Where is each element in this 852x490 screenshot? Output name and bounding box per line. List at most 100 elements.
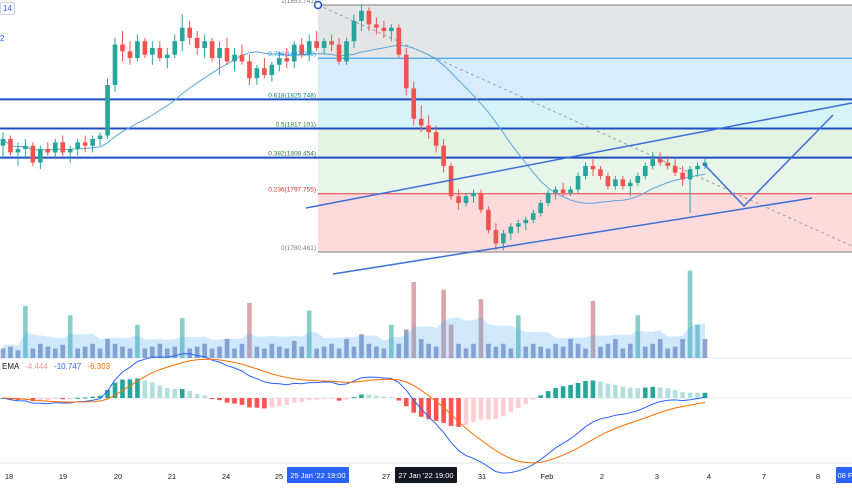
macd-histogram-bar	[164, 388, 170, 398]
time-axis-badge	[395, 467, 457, 483]
volume-bar	[120, 346, 125, 358]
time-axis-label: 31	[478, 472, 486, 481]
volume-bar	[523, 346, 529, 358]
macd-histogram-bar	[501, 398, 506, 417]
candle-body	[359, 10, 364, 21]
volume-bar	[628, 343, 633, 358]
volume-bar	[486, 343, 491, 358]
macd-histogram-bar	[112, 382, 118, 398]
volume-bar	[635, 315, 641, 358]
volume-bar	[463, 348, 469, 358]
volume-bar	[209, 348, 215, 358]
symbol-fragment: 14	[3, 4, 12, 13]
candle-body	[642, 165, 648, 177]
volume-bar	[568, 339, 573, 358]
volume-bar	[575, 343, 581, 358]
fib-level-label: 0.236(1797.755)	[268, 187, 316, 194]
trend-drawings[interactable]	[305, 102, 852, 275]
macd-histogram-bar	[321, 398, 327, 399]
macd-pane	[0, 353, 852, 474]
volume-bar	[306, 310, 312, 358]
macd-histogram-bar	[38, 398, 43, 401]
volume-bar	[411, 282, 417, 358]
volume-bar	[560, 346, 566, 358]
candle-body	[142, 41, 148, 55]
volume-bar	[314, 348, 319, 358]
volume-bar	[142, 348, 148, 358]
time-axis-label: 08 F	[837, 471, 852, 480]
volume-bar	[657, 339, 663, 358]
candle-body	[538, 202, 544, 214]
volume-bar	[52, 348, 58, 358]
candle-body	[672, 165, 678, 173]
candle-body	[105, 85, 110, 136]
candle-body	[120, 44, 125, 52]
macd-histogram-bar	[344, 398, 349, 400]
time-axis-label: 8	[816, 472, 820, 481]
time-axis-badge	[287, 467, 349, 483]
support-resistance-lines[interactable]	[0, 98, 852, 159]
candle-body	[441, 145, 446, 166]
volume-bar	[545, 348, 551, 358]
volume-bar	[30, 348, 36, 358]
macd-histogram-bar	[97, 395, 103, 398]
macd-histogram-bar	[232, 398, 237, 404]
candle-body	[299, 44, 305, 55]
macd-histogram-bar	[351, 397, 357, 399]
candle-body	[247, 61, 252, 79]
candle-body	[680, 172, 685, 180]
volume-bar	[67, 315, 73, 358]
fib-level-label: 0.618(1825.748)	[268, 92, 316, 99]
volume-bar	[23, 305, 28, 358]
time-axis-label: 21	[168, 472, 176, 481]
candle-body	[501, 233, 506, 244]
volume-bar	[247, 302, 252, 358]
volume-bar	[530, 343, 536, 358]
volume-bar	[381, 348, 387, 358]
macd-histogram-bar	[628, 387, 633, 398]
fib-level-label: 0.5(1817.101)	[276, 122, 316, 129]
volume-bar	[680, 339, 685, 358]
fib-labels: 1(1853.741) 0.786(1837.959) 0.618(1825.748…	[268, 0, 316, 252]
projection-path	[702, 114, 834, 208]
candle-body	[583, 165, 588, 177]
volume-bar	[97, 348, 103, 358]
macd-histogram-bar	[590, 380, 596, 398]
macd-value-line: -10.747	[54, 362, 82, 371]
fib-anchor-point	[313, 0, 323, 10]
candle-body	[456, 196, 461, 203]
macd-histogram-bar	[105, 389, 110, 398]
fib-level-label: 0.786(1837.959)	[268, 51, 316, 58]
macd-histogram-bar	[493, 398, 499, 419]
macd-histogram-bar	[486, 398, 491, 420]
volume-bar	[650, 343, 656, 358]
symbol-badge[interactable]: 14	[0, 2, 15, 15]
volume-bar	[374, 346, 379, 358]
macd-histogram-bar	[135, 378, 140, 398]
volume-bar	[336, 348, 342, 358]
macd-histogram-bar	[568, 384, 573, 398]
candle-body	[486, 209, 491, 230]
macd-histogram-bar	[172, 389, 178, 398]
macd-title: EMA	[2, 362, 19, 371]
volume-bar	[284, 348, 290, 358]
fibonacci-retracement[interactable]	[317, 4, 852, 253]
macd-histogram-bar	[381, 396, 387, 398]
candle-body	[478, 192, 484, 210]
time-axis-label: 24	[222, 472, 230, 481]
candle-body	[179, 27, 185, 42]
macd-histogram-bar	[538, 395, 544, 398]
volume-bar	[60, 344, 66, 358]
volume-bar	[687, 270, 693, 358]
candle-body	[284, 58, 290, 62]
volume-bar	[418, 339, 424, 358]
volume-bar	[456, 343, 461, 358]
volume-bar	[508, 348, 514, 358]
candle-body	[620, 179, 626, 187]
candle-body	[628, 182, 633, 187]
fib-band	[318, 128, 852, 158]
macd-histogram-bar	[217, 398, 222, 401]
macd-histogram-bar	[284, 398, 290, 406]
macd-histogram-bar	[389, 397, 394, 399]
